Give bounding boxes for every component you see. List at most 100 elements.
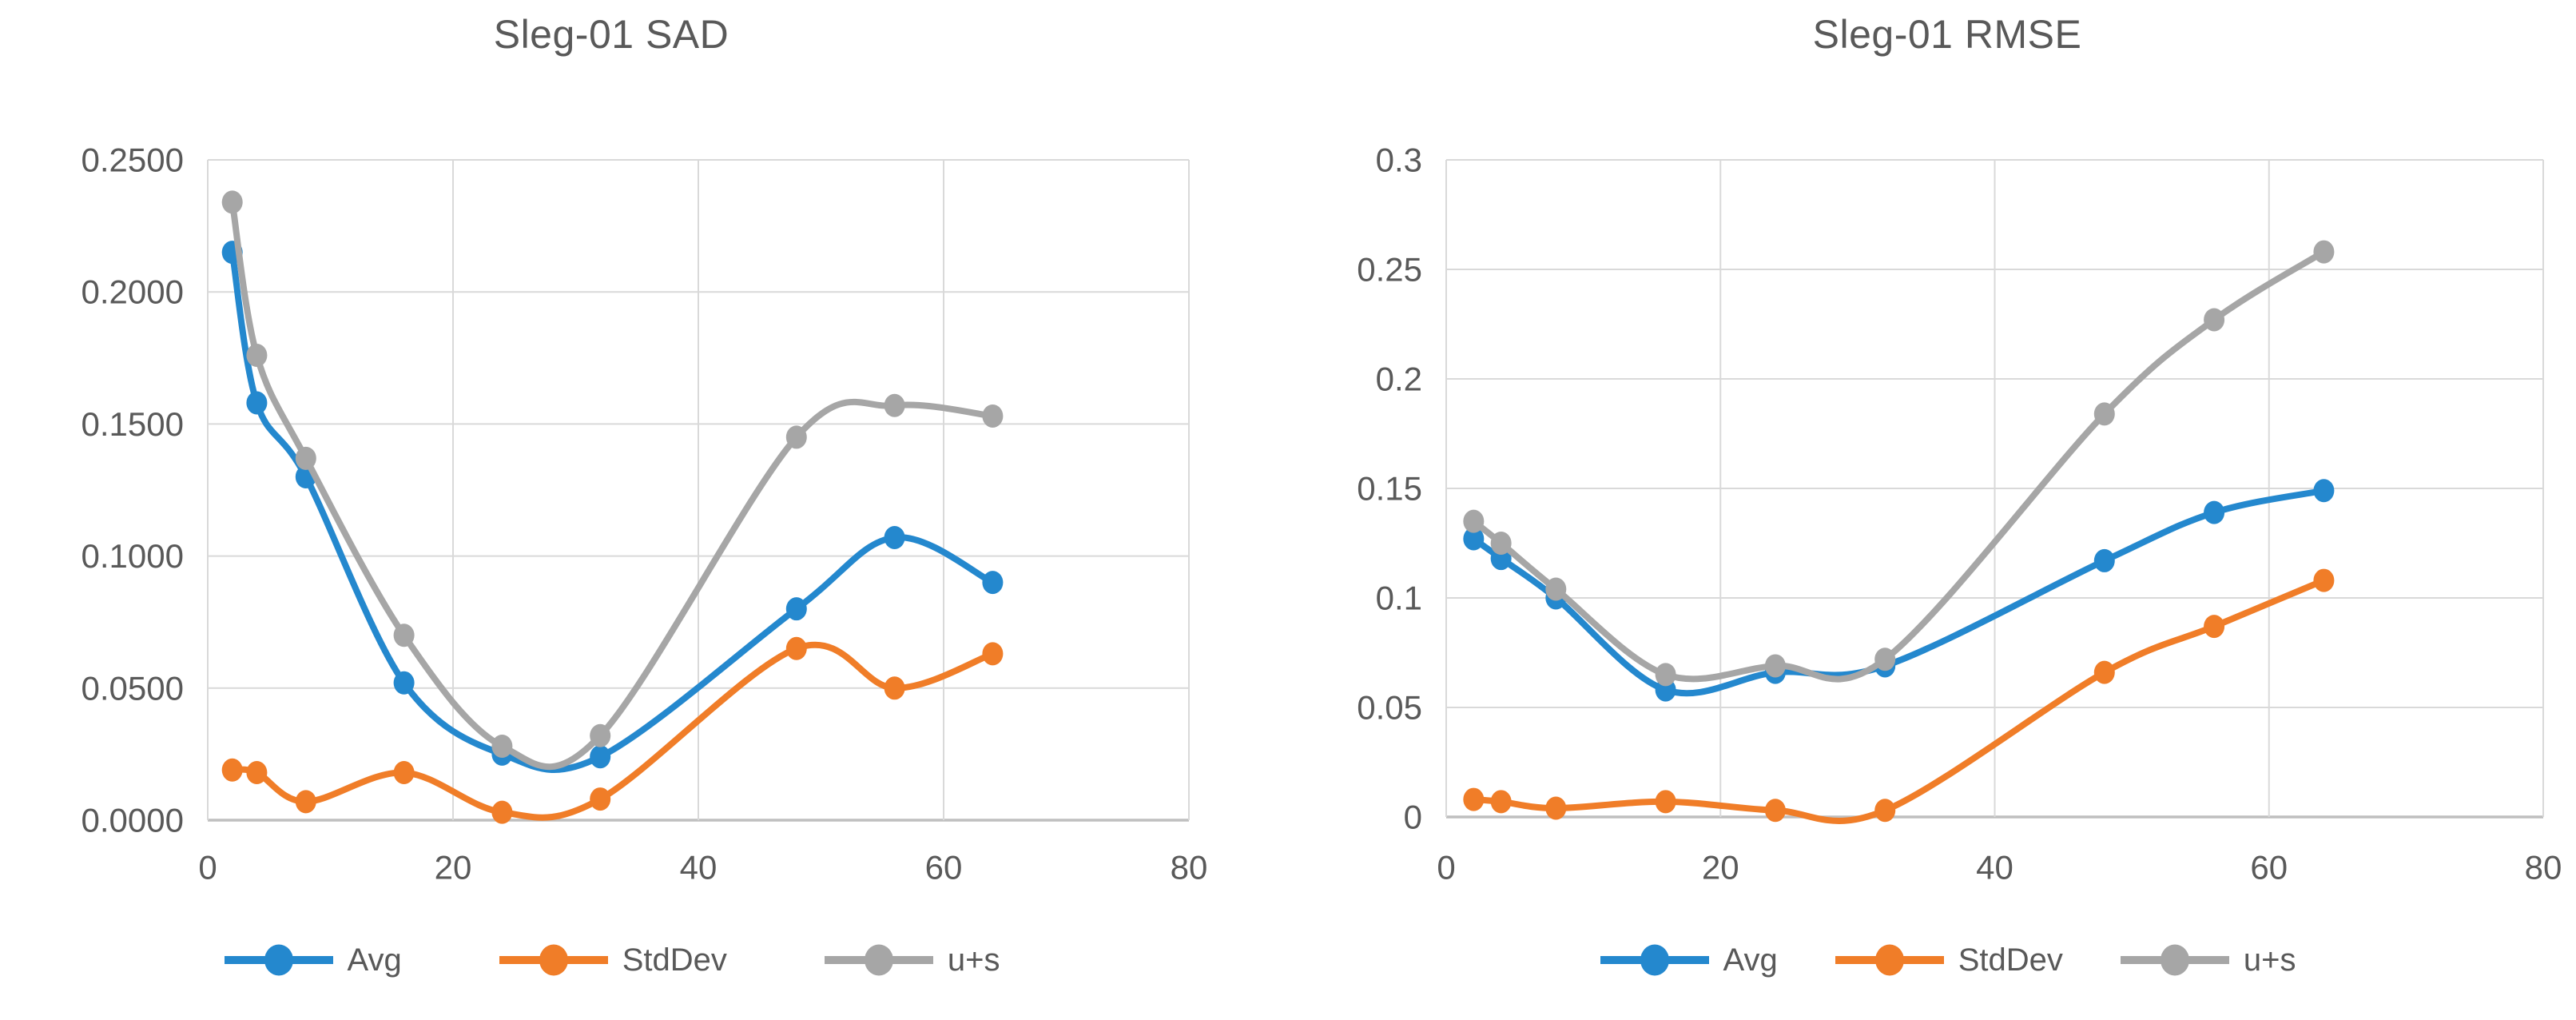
y-tick-label: 0.3 (1376, 141, 1422, 179)
data-point-u-s (2093, 402, 2115, 426)
data-point-stddev (785, 636, 807, 660)
data-point-u-s (246, 343, 268, 367)
data-point-stddev (1545, 796, 1567, 820)
x-tick-label: 60 (2250, 849, 2288, 887)
y-tick-label: 0 (1404, 799, 1422, 836)
y-tick-label: 0.0500 (81, 669, 184, 707)
y-tick-label: 0.25 (1357, 251, 1422, 289)
legend-label: StdDev (1958, 942, 2063, 978)
legend-label: u+s (2243, 942, 2296, 978)
data-point-u-s (2204, 308, 2225, 332)
data-point-u-s (1545, 577, 1567, 601)
data-point-avg (884, 525, 905, 549)
sad-plot-area: 0.0000 0.0500 0.1000 0.1500 0.2000 0.2500 0 20 4… (81, 141, 1208, 887)
data-point-stddev (590, 787, 611, 811)
data-point-u-s (1463, 509, 1485, 533)
legend-item-u-s: u+s (823, 942, 1000, 978)
data-point-stddev (221, 758, 243, 782)
y-tick-label: 0.1500 (81, 405, 184, 443)
data-point-u-s (785, 425, 807, 449)
x-tick-label: 80 (1171, 849, 1208, 887)
data-point-avg (2313, 479, 2335, 503)
series-line-stddev (1470, 577, 2328, 824)
chart-title-sad: Sleg-01 SAD (493, 12, 729, 57)
x-tick-label: 60 (925, 849, 963, 887)
legend-marker-icon (2120, 944, 2229, 976)
y-tick-label: 0.15 (1357, 470, 1422, 508)
x-tick-label: 0 (1437, 849, 1455, 887)
y-tick-label: 0.2000 (81, 273, 184, 311)
data-point-avg (1463, 527, 1485, 551)
x-tick-label: 80 (2525, 849, 2562, 887)
legend-label: Avg (1723, 942, 1778, 978)
data-point-stddev (2093, 660, 2115, 684)
legend-item-avg: Avg (1599, 942, 1778, 978)
series-line-avg (229, 249, 996, 774)
legend-marker-icon (499, 944, 608, 976)
legend-marker-icon (1835, 944, 1944, 976)
y-tick-label: 0.2500 (81, 141, 184, 179)
data-point-u-s (491, 734, 513, 758)
x-tick-label: 20 (435, 849, 472, 887)
legend-item-u-s: u+s (2119, 942, 2296, 978)
rmse-plot-area: 0 0.05 0.1 0.15 0.2 0.25 0.3 0 20 40 60 80 (1357, 141, 2562, 887)
data-point-stddev (393, 761, 415, 785)
legend-label: StdDev (622, 942, 727, 978)
data-point-stddev (491, 800, 513, 824)
series-line-u-s (1470, 249, 2328, 683)
data-point-u-s (590, 723, 611, 747)
legend-label: Avg (347, 942, 402, 978)
data-point-u-s (2313, 240, 2335, 264)
data-point-u-s (1764, 654, 1786, 678)
y-tick-label: 0.1 (1376, 580, 1422, 617)
data-point-stddev (1874, 799, 1896, 823)
data-point-stddev (982, 642, 1004, 666)
data-point-u-s (393, 624, 415, 647)
rmse-legend: Avg StdDev u+s (1318, 942, 2576, 978)
x-tick-label: 0 (198, 849, 217, 887)
data-point-avg (393, 671, 415, 695)
series-line-u-s (229, 198, 996, 771)
data-point-u-s (295, 446, 316, 470)
legend-item-stddev: StdDev (498, 942, 727, 978)
y-tick-label: 0.05 (1357, 689, 1422, 727)
chart-rmse: Sleg-01 RMSE 0 0.05 0.1 0.15 0.2 0.25 0.3 0 20 40… (1318, 0, 2576, 1020)
data-point-avg (2204, 500, 2225, 524)
data-point-u-s (884, 393, 905, 417)
legend-marker-icon (824, 944, 933, 976)
data-point-avg (785, 597, 807, 621)
series-line-stddev (229, 641, 996, 821)
legend-label: u+s (947, 942, 1000, 978)
data-point-stddev (2204, 615, 2225, 639)
data-point-avg (2093, 548, 2115, 572)
data-point-stddev (2313, 568, 2335, 592)
data-point-stddev (1655, 790, 1676, 814)
data-point-u-s (1655, 663, 1676, 687)
data-point-stddev (1463, 787, 1485, 811)
chart-title-rmse: Sleg-01 RMSE (1812, 12, 2082, 57)
data-point-u-s (1490, 532, 1512, 555)
data-point-stddev (1764, 799, 1786, 823)
data-point-u-s (1874, 647, 1896, 671)
data-point-stddev (246, 761, 268, 785)
data-point-u-s (982, 404, 1004, 428)
data-point-avg (982, 571, 1004, 595)
y-tick-label: 0.0000 (81, 802, 184, 839)
data-point-stddev (1490, 790, 1512, 814)
series-line-avg (1470, 487, 2328, 697)
legend-item-avg: Avg (223, 942, 402, 978)
data-point-avg (246, 391, 268, 415)
x-tick-label: 40 (680, 849, 718, 887)
data-point-avg (590, 745, 611, 769)
data-point-stddev (295, 790, 316, 814)
x-tick-label: 40 (1976, 849, 2013, 887)
chart-sad: Sleg-01 SAD 0.0000 0.0500 0.1000 0.1500 0.20… (0, 0, 1222, 1020)
y-tick-label: 0.1000 (81, 537, 184, 575)
legend-item-stddev: StdDev (1834, 942, 2063, 978)
legend-marker-icon (1600, 944, 1709, 976)
legend-marker-icon (224, 944, 333, 976)
x-tick-label: 20 (1702, 849, 1739, 887)
sad-legend: Avg StdDev u+s (0, 942, 1222, 978)
data-point-u-s (221, 190, 243, 214)
